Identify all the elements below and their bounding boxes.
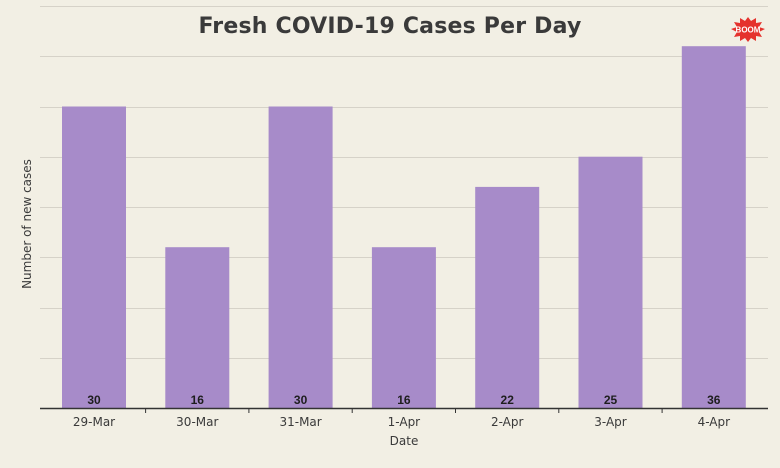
data-label-29-Mar: 30 <box>87 393 101 407</box>
bar-30-Mar <box>165 247 230 408</box>
data-label-2-Apr: 22 <box>501 393 515 407</box>
data-label-1-Apr: 16 <box>397 393 411 407</box>
bar-2-Apr <box>475 186 540 408</box>
chart-title: Fresh COVID-19 Cases Per Day <box>198 14 582 39</box>
x-tick-label-30-Mar: 30-Mar <box>176 415 218 429</box>
bar-29-Mar <box>62 106 126 408</box>
bar-31-Mar <box>268 106 333 408</box>
logo-text: BOOM <box>736 26 761 35</box>
x-tick-label-3-Apr: 3-Apr <box>594 415 627 429</box>
x-tick-label-29-Mar: 29-Mar <box>73 415 115 429</box>
x-tick-label-31-Mar: 31-Mar <box>279 415 321 429</box>
boom-logo: BOOM <box>731 17 765 42</box>
data-label-31-Mar: 30 <box>294 393 308 407</box>
data-label-3-Apr: 25 <box>604 393 618 407</box>
x-axis-label: Date <box>389 434 419 448</box>
x-tick-label-2-Apr: 2-Apr <box>491 415 524 429</box>
bar-3-Apr <box>578 156 643 408</box>
bar-4-Apr <box>681 46 746 408</box>
bars: 30 16 30 16 22 25 36 <box>62 46 746 408</box>
x-tick-label-4-Apr: 4-Apr <box>698 415 731 429</box>
x-tick-labels: 29-Mar 30-Mar 31-Mar 1-Apr 2-Apr 3-Apr 4-Apr <box>73 408 730 429</box>
data-label-4-Apr: 36 <box>707 393 721 407</box>
x-tick-label-1-Apr: 1-Apr <box>388 415 421 429</box>
logo-burst <box>731 17 765 42</box>
data-label-30-Mar: 16 <box>191 393 205 407</box>
bar-1-Apr <box>371 247 436 408</box>
y-axis-label: Number of new cases <box>20 159 34 289</box>
